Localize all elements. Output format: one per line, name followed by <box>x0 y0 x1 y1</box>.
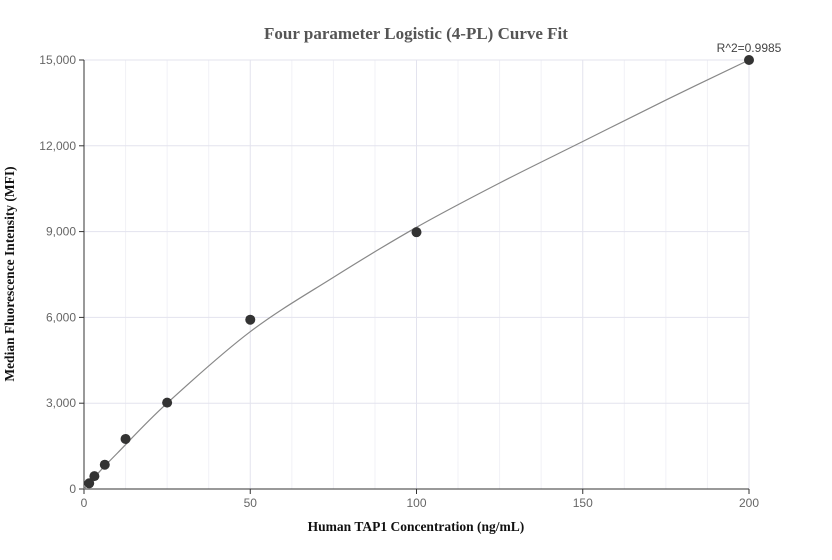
y-tick-label: 12,000 <box>39 139 76 153</box>
ticks: 0 50 100 150 200 0 3,000 6,000 9,000 12,000 15,000 <box>39 53 759 510</box>
data-points <box>84 55 754 489</box>
fit-curve <box>83 59 750 490</box>
y-tick-label: 3,000 <box>46 396 76 410</box>
fit-curve-layer <box>83 59 750 490</box>
y-tick-label: 6,000 <box>46 310 76 324</box>
x-axis-label: Human TAP1 Concentration (ng/mL) <box>308 519 525 534</box>
x-tick-label: 200 <box>739 496 759 510</box>
chart-title: Four parameter Logistic (4-PL) Curve Fit <box>264 24 568 43</box>
data-point <box>99 459 110 470</box>
data-point <box>89 471 100 482</box>
x-tick-label: 100 <box>406 496 426 510</box>
x-tick-label: 150 <box>573 496 593 510</box>
data-point <box>84 478 95 489</box>
grid <box>84 59 750 489</box>
x-tick-label: 0 <box>81 496 88 510</box>
y-tick-label: 15,000 <box>39 53 76 67</box>
r-squared-annotation: R^2=0.9985 <box>717 41 782 55</box>
y-tick-label: 0 <box>69 482 76 496</box>
x-tick-label: 50 <box>244 496 258 510</box>
data-point <box>162 397 173 408</box>
data-point <box>245 314 256 325</box>
data-point <box>411 227 422 238</box>
y-tick-label: 9,000 <box>46 225 76 239</box>
data-point <box>744 55 754 65</box>
y-axis-label: Median Fluorescence Intensity (MFI) <box>2 166 17 381</box>
data-point <box>120 433 131 444</box>
